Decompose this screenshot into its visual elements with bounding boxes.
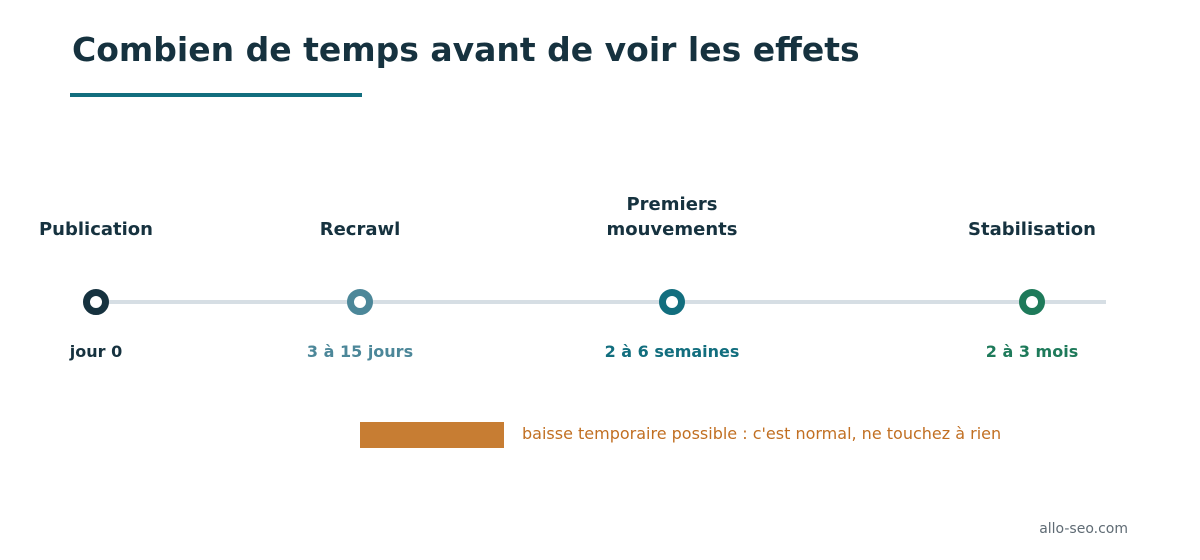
stage-duration: 2 à 3 mois <box>985 342 1079 361</box>
stage-label: Recrawl <box>319 219 401 240</box>
warning-swatch <box>360 422 504 448</box>
title-underline <box>70 93 362 97</box>
stage-duration: 2 à 6 semaines <box>604 342 740 361</box>
stage-label: Publication <box>38 219 153 240</box>
page-title: Combien de temps avant de voir les effet… <box>72 30 860 69</box>
timeline-track <box>96 300 1106 304</box>
stage-label: Premiers mouvements <box>606 194 738 240</box>
stage-marker <box>347 289 373 315</box>
stage-marker <box>83 289 109 315</box>
stage-marker <box>659 289 685 315</box>
stage-duration: 3 à 15 jours <box>306 342 414 361</box>
stage-duration: jour 0 <box>69 342 123 361</box>
warning-text: baisse temporaire possible : c'est norma… <box>522 424 1002 443</box>
stage-label: Stabilisation <box>968 219 1096 240</box>
source-credit: allo-seo.com <box>1039 521 1128 537</box>
stage-marker <box>1019 289 1045 315</box>
